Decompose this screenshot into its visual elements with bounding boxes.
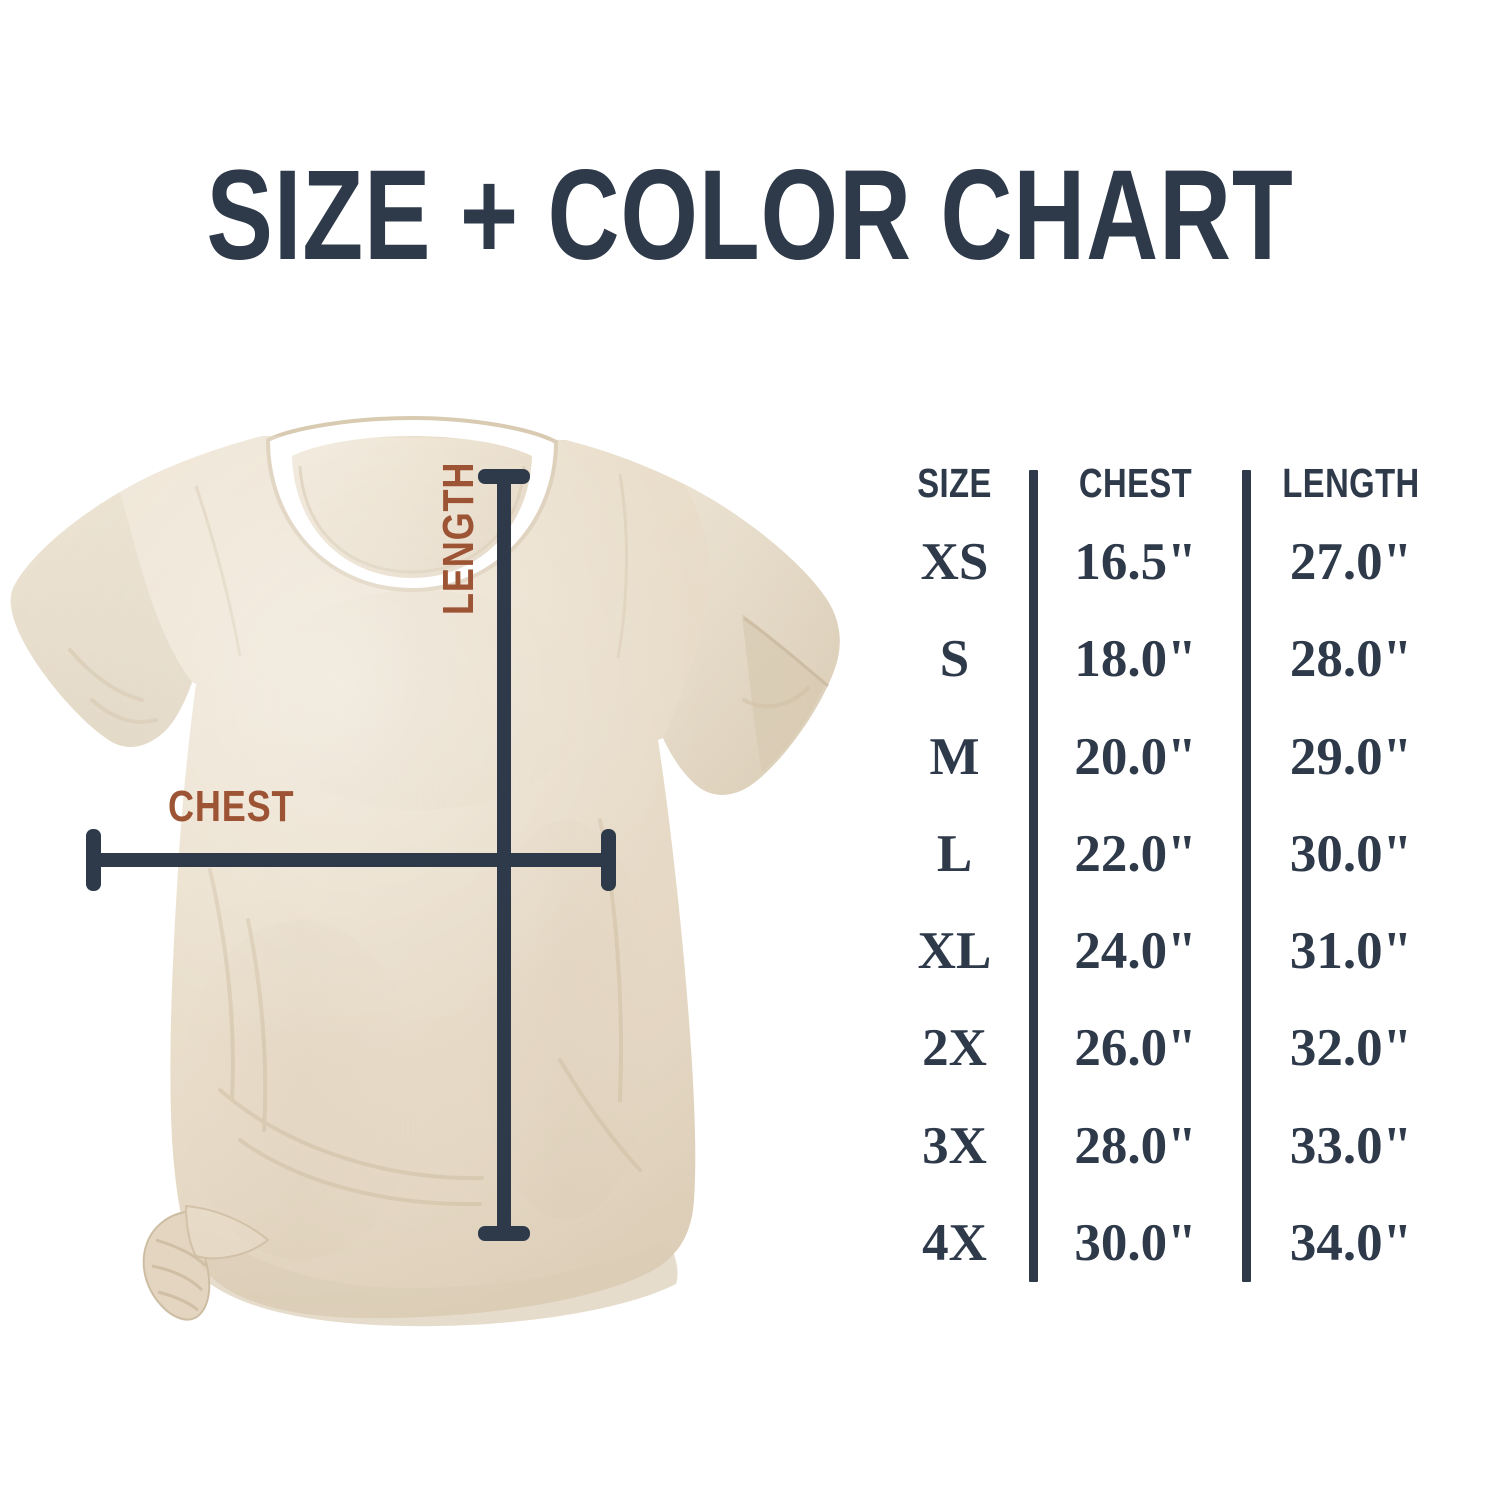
table-row: 4X [922, 1213, 987, 1272]
table-row: 18.0" [1074, 630, 1197, 689]
table-header-chest: CHEST [1078, 459, 1193, 506]
length-measurement-label: LENGTH [434, 461, 483, 615]
table-row: L [936, 824, 973, 883]
table-row: 29.0" [1289, 727, 1413, 786]
table-header-length: LENGTH [1282, 459, 1420, 506]
table-row: 28.0" [1289, 630, 1413, 689]
tshirt-illustration: CHEST LENGTH [0, 400, 860, 1340]
table-row: 20.0" [1074, 727, 1197, 786]
table-grid: SIZE CHEST LENGTH XS 16.5" 27.0" S 18.0"… [880, 452, 1460, 1292]
table-divider-1 [1029, 470, 1038, 1282]
tshirt-graphic [10, 415, 840, 1327]
chest-cap-right-icon [601, 829, 616, 891]
table-row: 30.0" [1074, 1213, 1197, 1272]
table-row: 33.0" [1289, 1116, 1413, 1175]
size-table: SIZE CHEST LENGTH XS 16.5" 27.0" S 18.0"… [880, 452, 1460, 1292]
chest-measurement-line [92, 853, 610, 867]
length-cap-top-icon [478, 469, 530, 484]
table-row: 32.0" [1289, 1019, 1413, 1078]
table-row: 27.0" [1289, 533, 1413, 592]
table-row: XL [917, 922, 992, 981]
table-row: M [929, 727, 980, 786]
table-row: XS [920, 533, 989, 592]
fabric-highlight [10, 436, 840, 1319]
table-header-size: SIZE [917, 459, 992, 506]
table-row: 34.0" [1289, 1213, 1413, 1272]
table-row: 26.0" [1074, 1019, 1197, 1078]
table-row: 30.0" [1289, 824, 1413, 883]
chest-measurement-label: CHEST [168, 782, 295, 831]
table-row: 3X [922, 1116, 987, 1175]
table-row: 22.0" [1074, 824, 1197, 883]
page-title: SIZE + COLOR CHART [206, 144, 1294, 287]
table-row: 2X [922, 1019, 987, 1078]
length-cap-bottom-icon [478, 1226, 530, 1241]
table-divider-2 [1242, 470, 1251, 1282]
table-row: 16.5" [1074, 533, 1197, 592]
table-row: 31.0" [1289, 922, 1413, 981]
table-row: S [939, 630, 970, 689]
table-row: 28.0" [1074, 1116, 1197, 1175]
table-row: 24.0" [1074, 922, 1197, 981]
chest-cap-left-icon [86, 829, 101, 891]
